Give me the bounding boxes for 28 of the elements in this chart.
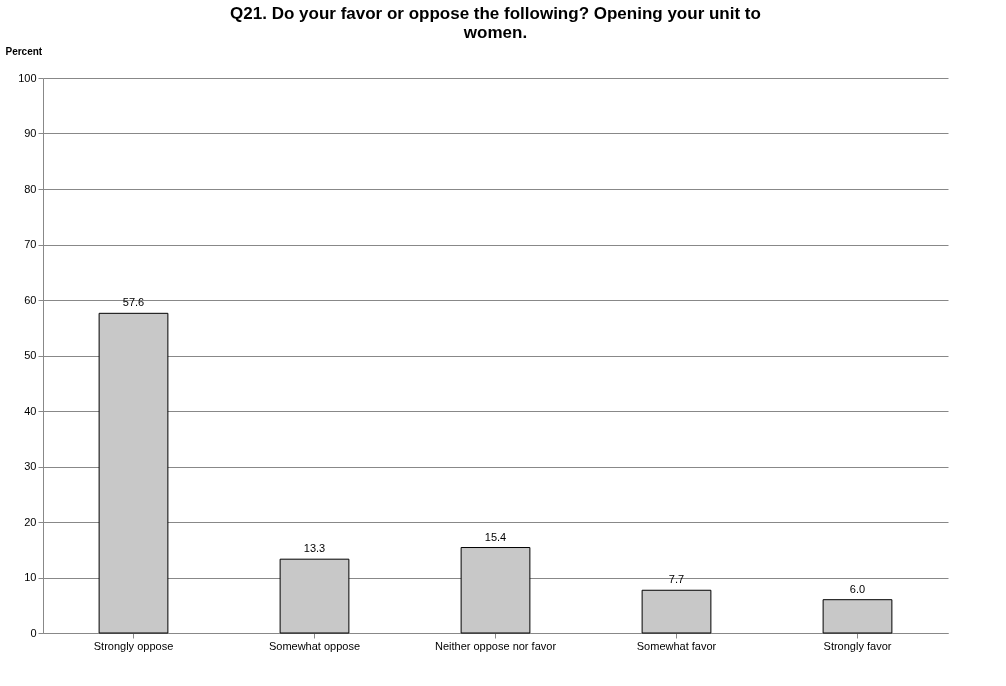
y-tick-label: 30 bbox=[24, 460, 37, 472]
y-tick-label: 60 bbox=[24, 293, 37, 306]
data-label: 13.3 bbox=[303, 542, 326, 555]
bar bbox=[822, 599, 893, 634]
y-tick-label: 50 bbox=[24, 349, 37, 361]
x-tick-label: Strongly oppose bbox=[93, 639, 174, 652]
data-label: 15.4 bbox=[484, 530, 507, 543]
chart-title: Q21. Do your favor or oppose the following? Opening your unit to women. bbox=[230, 4, 761, 42]
bar bbox=[98, 312, 169, 634]
data-label: 57.6 bbox=[122, 296, 145, 309]
y-tick-label: 10 bbox=[24, 571, 37, 583]
data-label: 6.0 bbox=[849, 582, 866, 595]
y-tick-label: 100 bbox=[18, 71, 37, 84]
y-tick-label: 90 bbox=[24, 127, 37, 139]
y-tick-label: 70 bbox=[24, 238, 37, 250]
bar bbox=[641, 589, 712, 634]
y-tick-label: 40 bbox=[24, 404, 37, 417]
y-axis-title: Percent bbox=[5, 45, 43, 57]
y-tick-label: 0 bbox=[30, 626, 37, 639]
x-tick-label: Strongly favor bbox=[823, 639, 892, 652]
bar bbox=[279, 558, 350, 634]
y-tick-label: 80 bbox=[24, 182, 37, 195]
x-tick-label: Neither oppose nor favor bbox=[434, 639, 557, 652]
x-tick-label: Somewhat oppose bbox=[268, 639, 361, 652]
x-tick-label: Somewhat favor bbox=[636, 639, 717, 652]
data-label: 7.7 bbox=[668, 573, 685, 586]
y-tick-label: 20 bbox=[24, 515, 37, 528]
bar bbox=[460, 547, 531, 634]
